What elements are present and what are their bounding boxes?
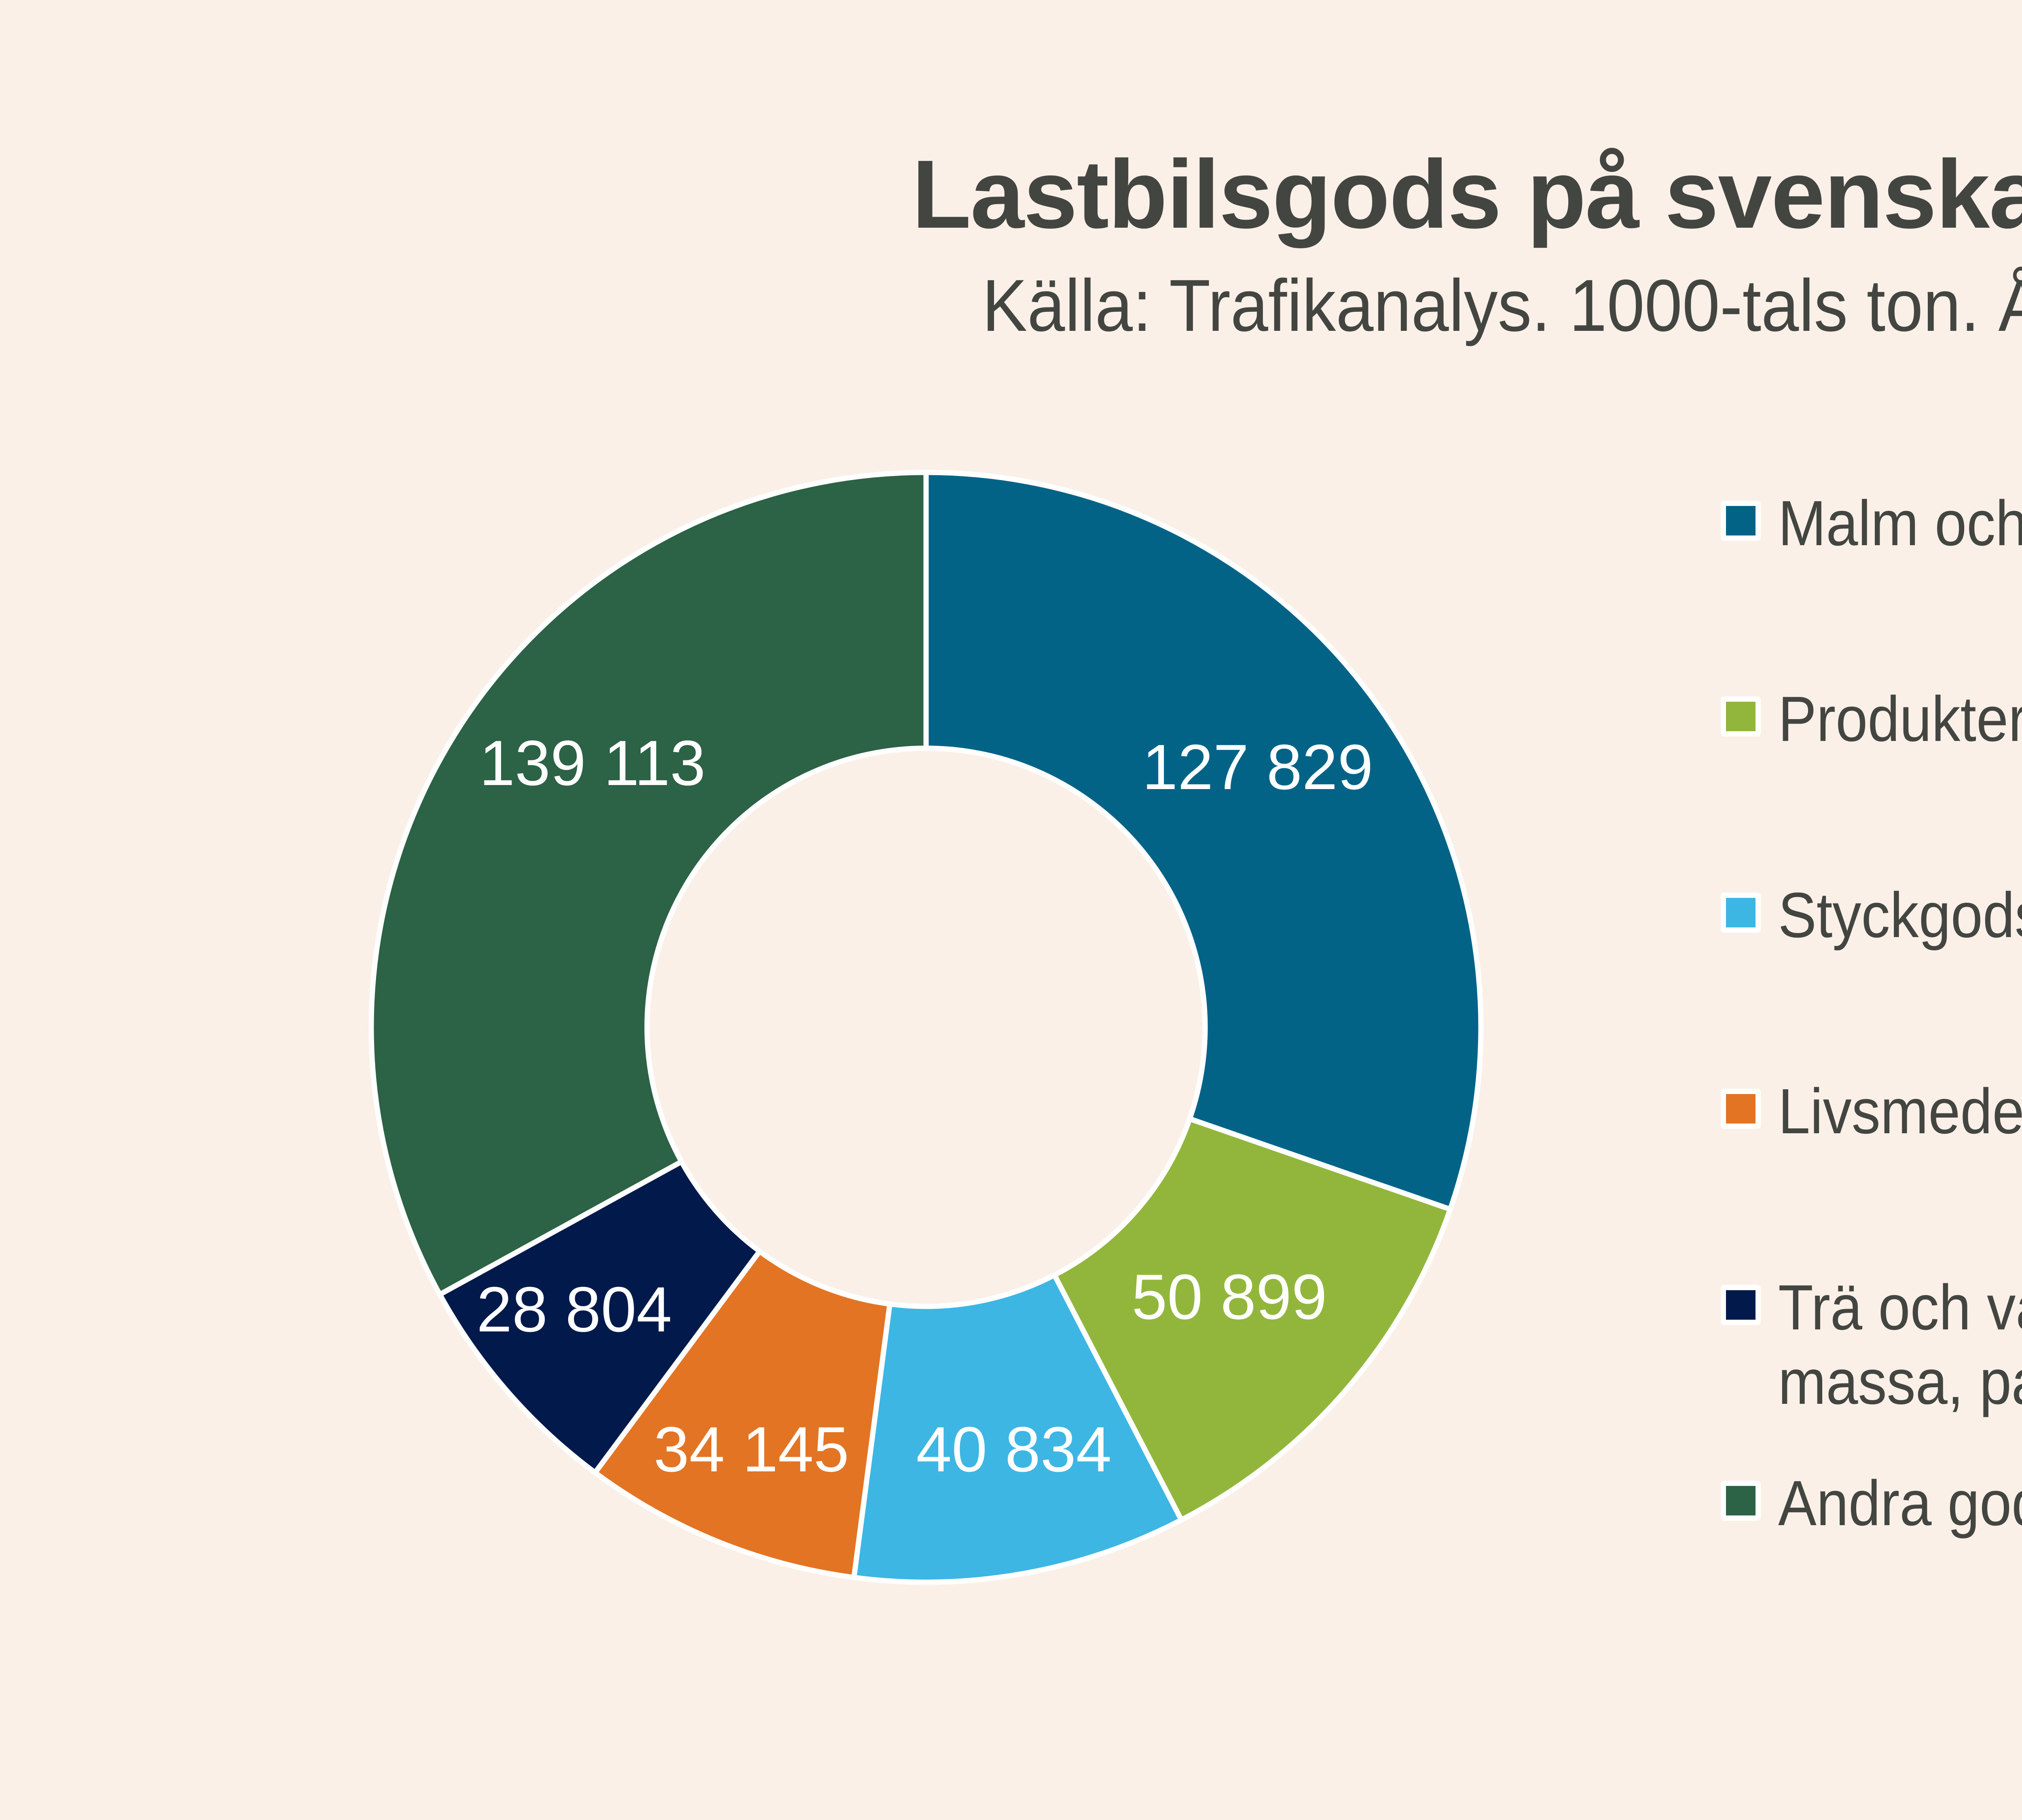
donut-slice-styckgods — [851, 1272, 1184, 1585]
slice-value-label: 34 145 — [654, 1414, 849, 1485]
donut-value-labels: 127 829 50 899 40 834 34 145 28 804 139 113 — [476, 728, 1373, 1485]
donut-slice-tra — [437, 1159, 762, 1475]
legend-label: Malm och andra produkter från utvinning — [1778, 488, 2022, 559]
slice-value-label: 139 113 — [479, 728, 705, 799]
legend-label: Livsmedel, drycker och tobak — [1778, 1076, 2022, 1147]
legend-swatch-icon — [1721, 893, 1761, 933]
slice-value-label: 40 834 — [916, 1414, 1111, 1485]
legend-label: Trä och varor av trä och kork (exkl. möb… — [1778, 1272, 2022, 1343]
donut-slice-andra — [368, 470, 929, 1297]
legend-label: Andra gods — [1778, 1468, 2022, 1539]
legend-swatch-icon — [1721, 501, 1761, 541]
legend-label: Produkter från Jordbruk, skogsbruk och f… — [1778, 684, 2022, 755]
legend-swatch-icon — [1721, 1089, 1761, 1129]
slice-value-label: 28 804 — [476, 1274, 672, 1345]
donut-slice-livsmedel — [592, 1249, 893, 1580]
donut-slice-jordbruk — [1051, 1116, 1453, 1523]
legend-swatch-icon — [1721, 1285, 1761, 1325]
slice-value-label: 50 899 — [1132, 1261, 1327, 1333]
legend-label: Styckgods och samlastat gods — [1778, 880, 2022, 951]
chart-subtitle: Källa: Trafikanalys. 1000-tals ton. År 2… — [982, 264, 2022, 347]
legend-swatch-icon — [1721, 1481, 1761, 1521]
legend-label: massa, papper och pappersvaror, trycksak… — [1778, 1346, 2022, 1418]
donut-slice-malm — [923, 470, 1484, 1212]
slice-value-label: 127 829 — [1142, 732, 1373, 803]
donut-slices — [368, 470, 1484, 1585]
chart-title: Lastbilsgods på svenska vägar — [912, 140, 2022, 248]
legend-swatch-icon — [1721, 696, 1761, 736]
